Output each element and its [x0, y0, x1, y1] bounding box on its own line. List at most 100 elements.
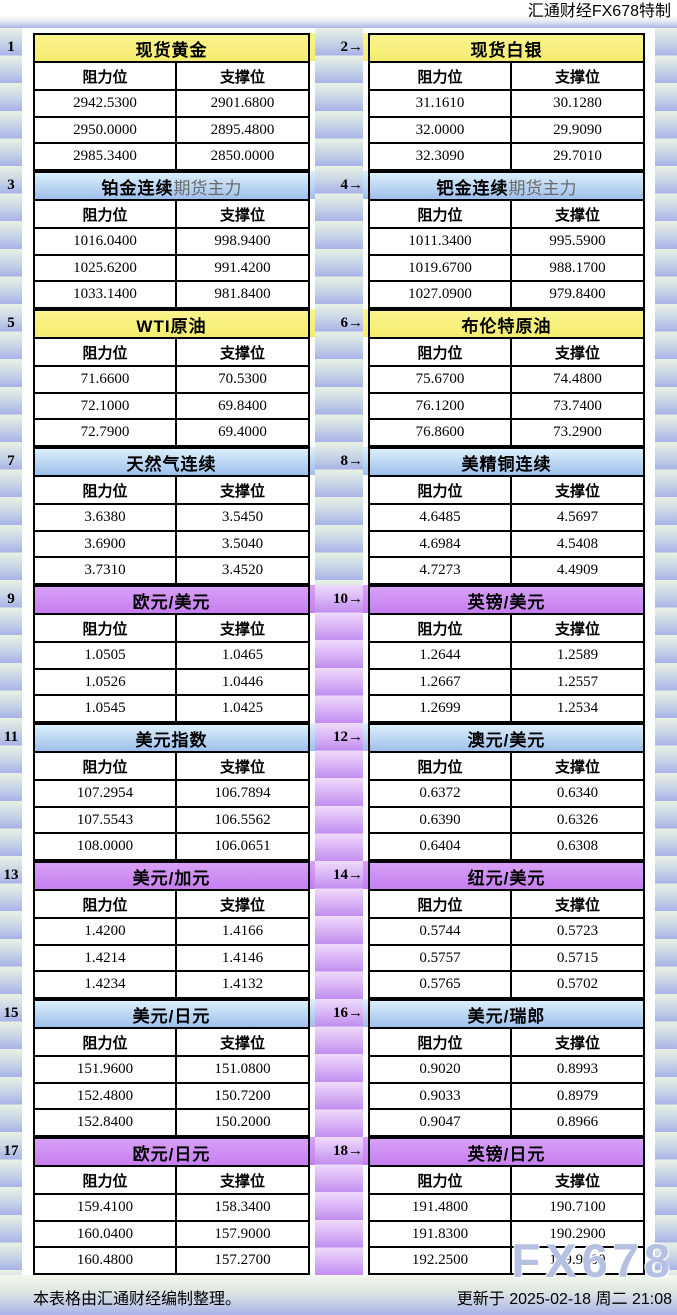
value-row: 1016.0400 998.9400 — [35, 229, 308, 256]
instrument-table: 天然气连续 阻力位 支撑位 3.6380 3.5450 3.6900 3.5040 3.731… — [33, 447, 310, 585]
gutter-number-label: 2→ — [340, 39, 364, 55]
table-title-row: 铂金连续 期货主力 — [35, 173, 308, 201]
support-value: 69.4000 — [218, 424, 267, 441]
support-value: 74.4800 — [553, 370, 602, 387]
value-row: 76.8600 73.2900 — [370, 420, 643, 446]
value-row: 3.7310 3.4520 — [35, 558, 308, 584]
support-value: 1.2534 — [556, 700, 599, 717]
table-title: 美精铜连续 — [461, 454, 552, 474]
row-number-label: 7 — [7, 453, 15, 469]
instrument-table: 英镑/美元 阻力位 支撑位 1.2644 1.2589 1.2667 1.2557 1.269… — [368, 585, 645, 723]
resistance-value: 31.1610 — [370, 91, 512, 116]
column-header-resistance: 阻力位 — [35, 1029, 177, 1055]
value-row: 107.2954 106.7894 — [35, 781, 308, 808]
column-header-support: 支撑位 — [554, 758, 600, 776]
resistance-value: 1019.6700 — [370, 255, 512, 281]
gutter-number-label: 8→ — [340, 453, 364, 469]
table-title: 美元/日元 — [132, 1006, 211, 1026]
column-header-row: 阻力位 支撑位 — [35, 891, 308, 919]
gutter-number-label: 6→ — [340, 315, 364, 331]
support-value: 150.2000 — [214, 1114, 271, 1131]
resistance-value: 1027.0900 — [370, 282, 512, 308]
instrument-table: 美精铜连续 阻力位 支撑位 4.6485 4.5697 4.6984 4.5408 4.727… — [368, 447, 645, 585]
column-header-resistance: 阻力位 — [370, 1029, 512, 1055]
column-header-resistance: 阻力位 — [370, 63, 512, 89]
column-header-row: 阻力位 支撑位 — [370, 339, 643, 367]
value-row: 0.5744 0.5723 — [370, 919, 643, 946]
resistance-value: 0.6404 — [370, 834, 512, 860]
column-header-row: 阻力位 支撑位 — [35, 1167, 308, 1195]
support-value: 3.5450 — [221, 508, 264, 525]
resistance-value: 2942.5300 — [35, 91, 177, 116]
column-header-support: 支撑位 — [554, 206, 600, 224]
instrument-table: 美元指数 阻力位 支撑位 107.2954 106.7894 107.5543 106.55… — [33, 723, 310, 861]
value-row: 72.1000 69.8400 — [35, 393, 308, 421]
value-row: 191.8300 190.2900 — [370, 1221, 643, 1249]
table-title: 欧元/日元 — [132, 1144, 211, 1164]
table-title-row: 美元/日元 — [35, 1001, 308, 1029]
value-row: 0.5757 0.5715 — [370, 945, 643, 973]
value-row: 0.9020 0.8993 — [370, 1057, 643, 1084]
value-row: 1.2667 1.2557 — [370, 669, 643, 697]
column-header-resistance: 阻力位 — [370, 477, 512, 503]
value-row: 0.9033 0.8979 — [370, 1083, 643, 1111]
table-title-row: 美元指数 — [35, 725, 308, 753]
resistance-value: 1.0526 — [35, 669, 177, 695]
column-header-support: 支撑位 — [554, 1172, 600, 1190]
support-value: 1.2589 — [556, 646, 599, 663]
value-row: 159.4100 158.3400 — [35, 1195, 308, 1222]
column-header-resistance: 阻力位 — [35, 1167, 177, 1193]
resistance-value: 75.6700 — [370, 367, 512, 392]
table-title-row: 现货黄金 — [35, 35, 308, 63]
table-title: 美元/加元 — [132, 868, 211, 888]
column-header-row: 阻力位 支撑位 — [370, 1167, 643, 1195]
resistance-value: 0.5765 — [370, 972, 512, 998]
value-row: 0.5765 0.5702 — [370, 972, 643, 998]
resistance-value: 1.0505 — [35, 643, 177, 668]
instrument-table: 纽元/美元 阻力位 支撑位 0.5744 0.5723 0.5757 0.5715 0.576… — [368, 861, 645, 999]
gutter-number-label: 12→ — [333, 729, 363, 745]
resistance-value: 160.0400 — [35, 1221, 177, 1247]
value-row: 1.0526 1.0446 — [35, 669, 308, 697]
column-header-support: 支撑位 — [554, 344, 600, 362]
value-row: 76.1200 73.7400 — [370, 393, 643, 421]
instrument-table: 布伦特原油 阻力位 支撑位 75.6700 74.4800 76.1200 73.7400 7… — [368, 309, 645, 447]
support-value: 3.4520 — [221, 562, 264, 579]
support-value: 2901.6800 — [210, 94, 275, 111]
table-title-row: 欧元/美元 — [35, 587, 308, 615]
column-header-support: 支撑位 — [219, 68, 265, 86]
resistance-value: 3.6380 — [35, 505, 177, 530]
column-header-resistance: 阻力位 — [370, 1167, 512, 1193]
support-value: 157.2700 — [214, 1252, 271, 1269]
support-value: 998.9400 — [214, 232, 271, 249]
support-value: 1.4146 — [221, 949, 264, 966]
support-value: 73.7400 — [553, 397, 602, 414]
table-title-suffix: 期货主力 — [508, 178, 577, 198]
resistance-value: 2985.3400 — [35, 144, 177, 170]
value-row: 4.7273 4.4909 — [370, 558, 643, 584]
column-header-resistance: 阻力位 — [35, 63, 177, 89]
value-row: 0.6390 0.6326 — [370, 807, 643, 835]
value-row: 4.6485 4.5697 — [370, 505, 643, 532]
column-header-row: 阻力位 支撑位 — [35, 477, 308, 505]
column-header-resistance: 阻力位 — [370, 339, 512, 365]
support-value: 70.5300 — [218, 370, 267, 387]
resistance-value: 1.2667 — [370, 669, 512, 695]
resistance-value: 0.5757 — [370, 945, 512, 971]
support-value: 73.2900 — [553, 424, 602, 441]
row-number-label: 11 — [3, 729, 19, 745]
resistance-value: 72.1000 — [35, 393, 177, 419]
column-header-row: 阻力位 支撑位 — [35, 201, 308, 229]
resistance-value: 1.4234 — [35, 972, 177, 998]
row-number-label: 15 — [3, 1005, 19, 1021]
resistance-value: 191.8300 — [370, 1221, 512, 1247]
column-header-support: 支撑位 — [219, 758, 265, 776]
support-value: 981.8400 — [214, 286, 271, 303]
gutter-number-label: 4→ — [340, 177, 364, 193]
value-row: 71.6600 70.5300 — [35, 367, 308, 394]
column-header-resistance: 阻力位 — [370, 753, 512, 779]
column-header-support: 支撑位 — [219, 620, 265, 638]
instrument-table: 钯金连续 期货主力 阻力位 支撑位 1011.3400 995.5900 1019.6700… — [368, 171, 645, 309]
table-title-row: 澳元/美元 — [370, 725, 643, 753]
table-title: 英镑/美元 — [467, 592, 546, 612]
